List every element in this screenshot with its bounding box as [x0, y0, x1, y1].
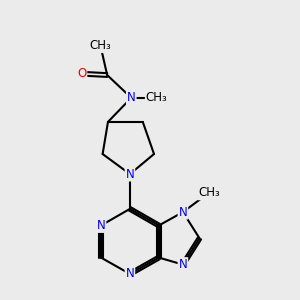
- Text: O: O: [77, 67, 86, 80]
- Text: CH₃: CH₃: [90, 39, 111, 52]
- Text: N: N: [127, 91, 136, 104]
- Text: CH₃: CH₃: [146, 91, 168, 104]
- Text: N: N: [125, 168, 134, 181]
- Text: N: N: [97, 219, 105, 232]
- Text: N: N: [178, 206, 187, 219]
- Text: N: N: [178, 258, 187, 271]
- Text: CH₃: CH₃: [198, 186, 220, 199]
- Text: N: N: [125, 267, 134, 280]
